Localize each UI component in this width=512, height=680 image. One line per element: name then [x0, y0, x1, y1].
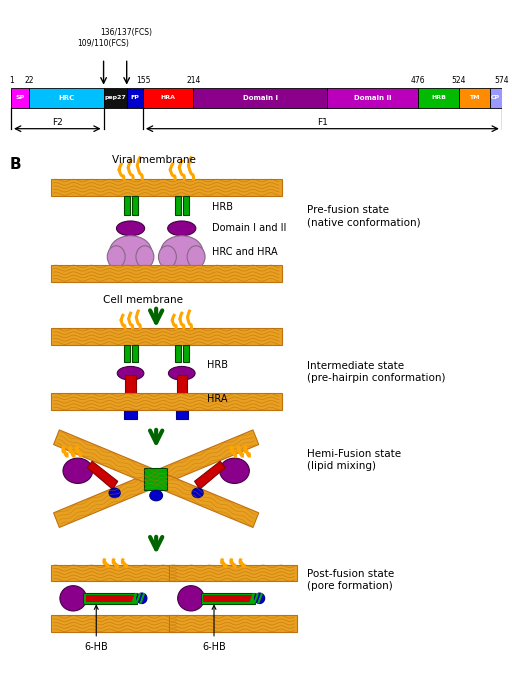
Text: 214: 214: [186, 75, 201, 84]
Text: HRA: HRA: [161, 95, 176, 101]
Ellipse shape: [63, 458, 93, 483]
Ellipse shape: [158, 245, 176, 268]
Bar: [327, 88, 418, 108]
Text: 136/137(FCS): 136/137(FCS): [101, 28, 153, 37]
Bar: [132, 196, 138, 215]
Text: HRB: HRB: [207, 360, 228, 371]
Bar: [201, 593, 255, 604]
Bar: [175, 345, 181, 362]
Text: F1: F1: [317, 118, 328, 127]
Ellipse shape: [167, 221, 196, 236]
Text: HRA: HRA: [207, 394, 228, 404]
Text: 524: 524: [452, 75, 466, 84]
Bar: [175, 196, 181, 215]
Ellipse shape: [192, 488, 203, 498]
Bar: [124, 345, 130, 362]
Ellipse shape: [178, 585, 204, 611]
Text: Post-fusion state
(pore formation): Post-fusion state (pore formation): [307, 569, 394, 591]
Ellipse shape: [117, 221, 145, 236]
Text: Domain I: Domain I: [243, 95, 278, 101]
Ellipse shape: [150, 490, 163, 500]
Bar: [126, 88, 143, 108]
Bar: [86, 595, 134, 602]
Text: Pre-fusion state
(native conformation): Pre-fusion state (native conformation): [307, 205, 421, 227]
Bar: [51, 615, 179, 632]
Bar: [51, 328, 282, 345]
Bar: [144, 468, 167, 490]
Bar: [183, 345, 189, 362]
Ellipse shape: [60, 585, 87, 611]
Text: SP: SP: [15, 95, 25, 101]
Text: Domain I and II: Domain I and II: [212, 223, 287, 233]
Polygon shape: [195, 461, 225, 489]
Text: 155: 155: [136, 75, 150, 84]
Bar: [11, 88, 29, 108]
Ellipse shape: [254, 593, 265, 604]
Text: 22: 22: [25, 75, 34, 84]
Text: HRB: HRB: [431, 95, 446, 101]
Text: Hemi-Fusion state
(lipid mixing): Hemi-Fusion state (lipid mixing): [307, 449, 401, 471]
Ellipse shape: [110, 236, 152, 267]
Ellipse shape: [109, 488, 120, 498]
Text: CP: CP: [491, 95, 500, 101]
Ellipse shape: [187, 245, 205, 268]
Bar: [176, 409, 188, 419]
Ellipse shape: [220, 458, 249, 483]
Text: pep27: pep27: [104, 95, 126, 101]
Text: FP: FP: [131, 95, 139, 101]
Bar: [103, 88, 126, 108]
Text: 6-HB: 6-HB: [202, 605, 226, 651]
Text: 109/110(FCS): 109/110(FCS): [78, 39, 130, 48]
Text: HRC: HRC: [58, 95, 74, 101]
Bar: [51, 564, 179, 581]
Text: 574: 574: [495, 75, 509, 84]
Ellipse shape: [137, 593, 147, 604]
Text: HRB: HRB: [212, 202, 233, 212]
Bar: [490, 88, 502, 108]
Polygon shape: [54, 430, 259, 528]
Bar: [51, 179, 282, 196]
Bar: [459, 88, 490, 108]
Bar: [169, 615, 297, 632]
Ellipse shape: [136, 245, 154, 268]
Text: Cell membrane: Cell membrane: [103, 295, 183, 305]
Bar: [194, 88, 327, 108]
Polygon shape: [54, 430, 259, 528]
Bar: [132, 345, 138, 362]
Bar: [125, 375, 136, 409]
Text: 476: 476: [411, 75, 425, 84]
Ellipse shape: [108, 245, 125, 268]
Bar: [177, 375, 187, 409]
Polygon shape: [87, 461, 118, 489]
Text: 6-HB: 6-HB: [84, 605, 108, 651]
Bar: [183, 196, 189, 215]
Bar: [203, 595, 252, 602]
Text: TM: TM: [469, 95, 480, 101]
Text: Viral membrane: Viral membrane: [112, 155, 196, 165]
Ellipse shape: [168, 367, 195, 380]
Text: F2: F2: [52, 118, 62, 127]
Text: Domain II: Domain II: [354, 95, 391, 101]
Text: B: B: [9, 157, 21, 172]
Bar: [169, 564, 297, 581]
Text: HRC and HRA: HRC and HRA: [212, 247, 278, 256]
Bar: [51, 393, 282, 410]
Text: Intermediate state
(pre-hairpin conformation): Intermediate state (pre-hairpin conforma…: [307, 362, 446, 383]
Bar: [83, 593, 137, 604]
Bar: [418, 88, 459, 108]
Ellipse shape: [117, 367, 144, 380]
Bar: [29, 88, 103, 108]
Bar: [124, 196, 130, 215]
Bar: [124, 409, 137, 419]
Text: 1: 1: [9, 75, 13, 84]
Bar: [143, 88, 194, 108]
Ellipse shape: [161, 236, 203, 267]
Bar: [51, 265, 282, 282]
